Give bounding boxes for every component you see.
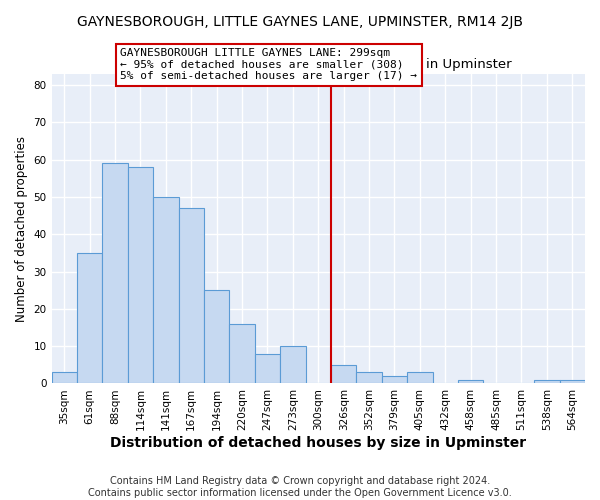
Y-axis label: Number of detached properties: Number of detached properties: [15, 136, 28, 322]
Bar: [331, 365, 356, 384]
Text: GAYNESBOROUGH LITTLE GAYNES LANE: 299sqm
← 95% of detached houses are smaller (3: GAYNESBOROUGH LITTLE GAYNES LANE: 299sqm…: [120, 48, 417, 82]
Text: Contains HM Land Registry data © Crown copyright and database right 2024.
Contai: Contains HM Land Registry data © Crown c…: [88, 476, 512, 498]
Bar: [77, 253, 103, 384]
Bar: [458, 380, 484, 384]
Bar: [179, 208, 204, 384]
Bar: [280, 346, 305, 384]
Text: GAYNESBOROUGH, LITTLE GAYNES LANE, UPMINSTER, RM14 2JB: GAYNESBOROUGH, LITTLE GAYNES LANE, UPMIN…: [77, 15, 523, 29]
Title: Size of property relative to detached houses in Upminster: Size of property relative to detached ho…: [125, 58, 512, 71]
Bar: [52, 372, 77, 384]
Bar: [534, 380, 560, 384]
Bar: [382, 376, 407, 384]
Bar: [128, 167, 153, 384]
Bar: [356, 372, 382, 384]
Bar: [103, 164, 128, 384]
Bar: [204, 290, 229, 384]
Bar: [407, 372, 433, 384]
Bar: [229, 324, 255, 384]
Bar: [153, 197, 179, 384]
X-axis label: Distribution of detached houses by size in Upminster: Distribution of detached houses by size …: [110, 436, 526, 450]
Bar: [255, 354, 280, 384]
Bar: [560, 380, 585, 384]
